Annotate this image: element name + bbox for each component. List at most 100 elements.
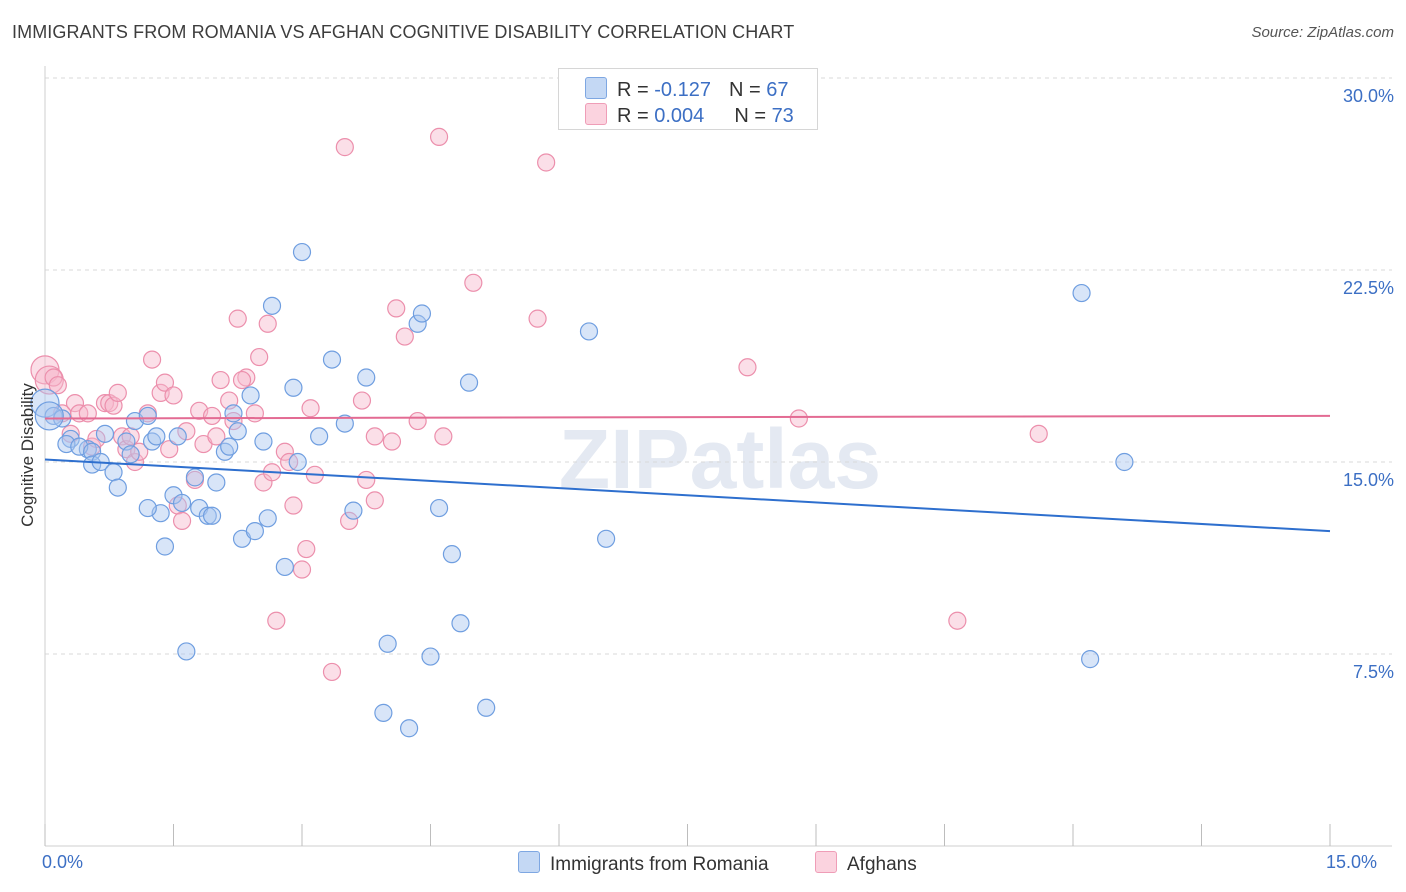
afghans-point-46: [292, 560, 312, 579]
afghans-point-35: [228, 309, 247, 328]
romania-point-37: [262, 296, 282, 315]
afghans-point-31: [207, 427, 226, 446]
romania-point-35: [254, 432, 273, 451]
romania-point-48: [378, 634, 397, 653]
stats-legend: R = -0.127 N = 67 R = 0.004 N = 73: [558, 68, 818, 130]
romania-point-53: [429, 498, 449, 518]
bottom-legend-romania: Immigrants from Romania: [518, 851, 769, 876]
afghans-point-67: [948, 611, 967, 630]
afghans-points: [30, 127, 1048, 682]
romania-point-31: [228, 422, 247, 441]
afghans-point-54: [357, 470, 376, 490]
legend-n-label: N =: [728, 79, 767, 101]
romania-point-59: [597, 529, 616, 548]
afghans-point-26: [177, 422, 196, 441]
romania-point-64: [121, 445, 140, 464]
y-tick-label-2: 22.5%: [1342, 278, 1394, 298]
afghans-point-25: [172, 511, 192, 530]
romania-point-23: [177, 642, 196, 661]
afghans-point-60: [429, 127, 449, 146]
afghans-point-71: [232, 370, 252, 390]
afghans-point-21: [155, 373, 175, 392]
trendlines: [44, 414, 1331, 533]
afghans-point-47: [297, 539, 316, 559]
y-axis-label: Cognitive Disability: [18, 383, 37, 527]
romania-point-51: [412, 304, 432, 323]
x-tick-label-min: 0.0%: [42, 852, 84, 872]
afghans-point-51: [335, 138, 354, 157]
romania-point-66: [138, 498, 157, 518]
romania-point-11: [95, 424, 115, 443]
afghans-point-63: [528, 309, 547, 328]
afghans-point-53: [352, 391, 372, 410]
y-tick-label-3: 30.0%: [1342, 86, 1394, 106]
romania-point-47: [374, 703, 393, 722]
romania-point-39: [284, 378, 303, 397]
afghans-point-30: [202, 406, 222, 426]
legend-row-afghans: R = 0.004 N = 73: [585, 103, 794, 129]
afghans-point-48: [301, 399, 320, 418]
legend-swatch-afghans: [585, 103, 607, 125]
source-label: Source: ZipAtlas.com: [1251, 24, 1394, 41]
afghans-point-43: [275, 442, 294, 461]
afghans-point-42: [267, 611, 286, 630]
romania-point-10: [104, 463, 123, 482]
afghans-point-69: [48, 376, 67, 395]
legend-r-value: 0.004: [654, 105, 705, 127]
x-tick-label-max: 15.0%: [1326, 852, 1378, 872]
chart-title: IMMIGRANTS FROM ROMANIA VS AFGHAN COGNIT…: [12, 22, 795, 42]
romania-point-56: [459, 373, 479, 392]
afghans-point-58: [395, 327, 414, 346]
afghans-trendline: [44, 414, 1331, 420]
legend-r-label: R =: [617, 105, 655, 127]
bottom-legend-afghans: Afghans: [815, 851, 917, 876]
afghans-point-56: [382, 432, 402, 451]
romania-point-58: [579, 322, 599, 341]
afghans-point-23: [164, 386, 183, 405]
legend-swatch-romania: [585, 77, 607, 99]
romania-point-36: [258, 509, 277, 528]
afghans-point-1: [34, 365, 64, 395]
afghans-point-13: [108, 383, 127, 402]
romania-point-17: [147, 427, 166, 446]
legend-n-value: 67: [766, 79, 789, 101]
romania-point-42: [310, 427, 329, 446]
afghans-point-66: [789, 409, 808, 428]
afghans-point-38: [250, 347, 269, 367]
afghans-point-19: [142, 350, 162, 369]
legend-row-romania: R = -0.127 N = 67: [585, 77, 788, 103]
axes: [44, 66, 1392, 847]
romania-point-43: [322, 350, 342, 369]
romania-point-19: [155, 537, 175, 556]
bottom-legend-label-afghans: Afghans: [847, 854, 917, 875]
romania-point-41: [292, 242, 312, 262]
romania-point-30: [224, 404, 243, 423]
romania-point-63: [34, 401, 64, 431]
afghans-point-45: [284, 496, 303, 515]
watermark: ZIPatlas: [559, 412, 881, 506]
afghans-point-65: [738, 358, 757, 377]
y-tick-label-1: 15.0%: [1342, 470, 1394, 490]
afghans-point-4: [61, 424, 80, 443]
romania-trendline: [44, 458, 1331, 533]
romania-point-50: [408, 314, 427, 333]
romania-point-62: [1115, 452, 1134, 472]
gridlines: [45, 77, 1392, 655]
afghans-point-50: [322, 662, 342, 682]
afghans-point-34: [224, 411, 243, 431]
bottom-legend-label-romania: Immigrants from Romania: [550, 854, 769, 875]
romania-point-45: [344, 501, 363, 520]
romania-point-44: [335, 414, 354, 433]
romania-point-33: [241, 386, 260, 405]
romania-point-34: [245, 522, 264, 541]
romania-point-65: [220, 437, 239, 456]
bottom-legend-swatch-afghans: [815, 851, 837, 873]
romania-point-38: [275, 557, 294, 577]
afghans-point-52: [340, 511, 359, 530]
romania-point-46: [357, 368, 376, 387]
legend-n-label: N =: [734, 105, 772, 127]
legend-r-label: R =: [617, 79, 655, 101]
y-tick-label-0: 7.5%: [1352, 662, 1394, 682]
romania-point-28: [207, 473, 226, 492]
